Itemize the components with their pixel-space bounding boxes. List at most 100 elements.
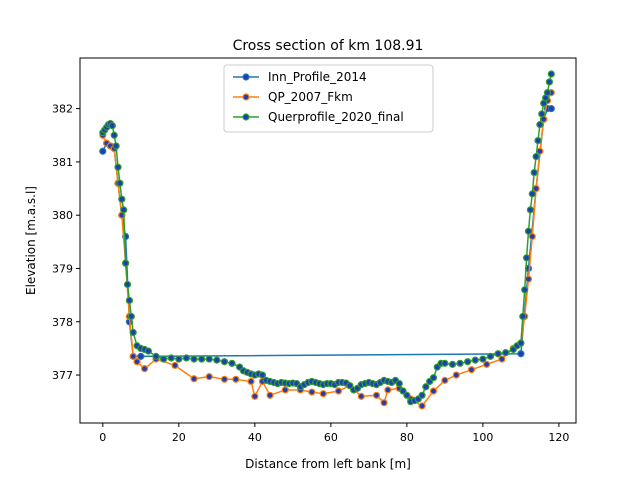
legend-entry: Inn_Profile_2014 xyxy=(233,70,367,84)
data-point xyxy=(334,387,343,395)
data-point xyxy=(483,360,491,368)
data-point xyxy=(372,391,381,399)
x-tick-label: 100 xyxy=(472,431,493,444)
data-point xyxy=(519,312,527,321)
data-point xyxy=(524,275,533,283)
data-point xyxy=(418,402,426,410)
data-point xyxy=(521,286,529,294)
x-tick-label: 20 xyxy=(172,431,186,444)
y-tick-label: 380 xyxy=(52,209,73,222)
data-point xyxy=(220,358,229,366)
data-point xyxy=(532,184,540,193)
data-point xyxy=(494,350,502,358)
data-point xyxy=(524,227,533,235)
data-point xyxy=(547,70,555,78)
data-point xyxy=(152,352,160,360)
data-point xyxy=(171,361,179,370)
data-point xyxy=(123,280,132,289)
data-point xyxy=(464,358,472,366)
x-tick-label: 80 xyxy=(400,431,414,444)
data-point xyxy=(526,206,534,214)
legend-entry: QP_2007_Fkm xyxy=(233,90,353,104)
data-point xyxy=(114,163,122,171)
data-point xyxy=(517,350,525,358)
y-tick-label: 379 xyxy=(52,262,73,275)
series-Querprofile_2020_final xyxy=(99,70,555,406)
data-point xyxy=(534,136,542,145)
data-point xyxy=(532,152,540,161)
data-point xyxy=(418,391,426,399)
y-tick-label: 377 xyxy=(52,369,73,382)
data-point xyxy=(384,386,392,394)
data-point xyxy=(448,360,457,368)
legend-swatch-marker xyxy=(242,73,250,81)
data-point xyxy=(467,366,476,374)
data-point xyxy=(319,390,327,398)
data-point xyxy=(120,206,128,214)
data-point xyxy=(175,355,183,363)
data-point xyxy=(247,377,255,386)
data-point xyxy=(395,379,403,388)
data-point xyxy=(228,359,236,367)
data-point xyxy=(213,356,221,364)
data-point xyxy=(141,365,149,373)
data-point xyxy=(441,376,449,384)
y-axis: 377 378 379 380 381 382 xyxy=(52,103,80,382)
data-point xyxy=(116,179,124,187)
data-point xyxy=(517,339,525,347)
data-point xyxy=(122,259,130,267)
x-tick-label: 60 xyxy=(324,431,338,444)
data-point xyxy=(536,147,544,155)
data-point xyxy=(486,352,495,360)
data-point xyxy=(522,254,531,262)
legend-label: Querprofile_2020_final xyxy=(268,110,404,124)
data-point xyxy=(144,347,153,355)
data-point xyxy=(403,391,411,399)
data-point xyxy=(190,355,198,363)
data-point xyxy=(530,168,538,177)
data-point xyxy=(545,78,553,86)
y-tick-label: 382 xyxy=(52,103,73,116)
data-point xyxy=(536,121,544,129)
data-point xyxy=(112,142,120,150)
data-point xyxy=(452,371,460,379)
data-point xyxy=(456,359,464,367)
data-point xyxy=(167,354,175,362)
data-point xyxy=(205,373,213,381)
data-point xyxy=(479,355,487,363)
data-point xyxy=(137,352,145,360)
x-axis: 0 20 40 60 80 100 120 xyxy=(99,423,569,444)
data-point xyxy=(127,312,135,321)
legend-swatch-marker xyxy=(242,113,250,121)
data-point xyxy=(182,354,191,362)
y-tick-label: 381 xyxy=(52,156,73,169)
data-point xyxy=(110,131,118,139)
data-point xyxy=(502,349,510,357)
chart-title: Cross section of km 108.91 xyxy=(233,38,424,54)
data-point xyxy=(251,392,259,400)
data-point xyxy=(380,399,388,407)
data-point xyxy=(205,355,213,363)
x-tick-label: 40 xyxy=(248,431,262,444)
legend: Inn_Profile_2014 QP_2007_Fkm Querprofile_2… xyxy=(223,64,434,133)
axes-frame xyxy=(79,57,577,424)
data-point xyxy=(357,392,365,400)
data-point xyxy=(429,374,438,382)
legend-label: Inn_Profile_2014 xyxy=(268,70,367,84)
data-point xyxy=(538,110,546,118)
data-point xyxy=(441,359,449,367)
data-point xyxy=(108,122,116,130)
data-point xyxy=(422,383,430,391)
data-point xyxy=(118,195,126,203)
data-point xyxy=(528,232,536,241)
data-point xyxy=(498,355,506,363)
x-tick-label: 0 xyxy=(99,431,106,444)
legend-swatch-marker xyxy=(242,93,250,101)
data-point xyxy=(133,358,141,366)
data-point xyxy=(429,387,438,395)
data-point xyxy=(129,352,137,360)
data-point xyxy=(528,190,536,198)
data-point xyxy=(543,89,552,97)
data-point xyxy=(198,355,206,363)
